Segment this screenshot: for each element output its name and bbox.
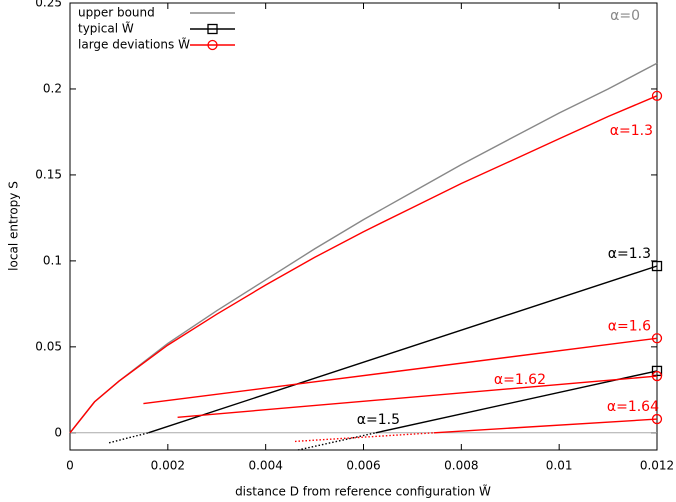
x-tick-label: 0.006 bbox=[346, 459, 380, 473]
annotation: α=1.62 bbox=[494, 372, 546, 388]
curve bbox=[375, 370, 658, 434]
y-tick-label: 0.25 bbox=[35, 0, 62, 10]
annotation: α=1.6 bbox=[608, 318, 651, 334]
x-axis-label: distance D from reference configuration … bbox=[235, 484, 491, 498]
marker bbox=[651, 333, 663, 344]
y-tick-label: 0.2 bbox=[43, 81, 62, 95]
marker bbox=[651, 370, 663, 382]
y-tick-label: 0.05 bbox=[35, 339, 62, 353]
curve bbox=[148, 265, 658, 434]
annotation: α=1.3 bbox=[610, 123, 653, 139]
plot-frame bbox=[69, 2, 658, 451]
legend-label: upper bound bbox=[78, 6, 155, 20]
annotation: α=1.64 bbox=[607, 399, 659, 415]
marker bbox=[651, 260, 663, 272]
y-tick-label: 0.15 bbox=[35, 167, 62, 181]
marker bbox=[651, 365, 663, 377]
curve bbox=[433, 418, 658, 434]
marker bbox=[651, 90, 663, 101]
curve bbox=[297, 432, 376, 451]
legend-marker bbox=[207, 39, 218, 51]
marker bbox=[651, 413, 663, 425]
y-tick-label: 0 bbox=[54, 425, 62, 439]
curve bbox=[177, 375, 658, 418]
annotation: α=0 bbox=[610, 8, 640, 24]
legend-label: typical W̃ bbox=[78, 21, 134, 35]
curve bbox=[69, 95, 658, 434]
x-tick-label: 0.002 bbox=[151, 459, 185, 473]
curve bbox=[294, 432, 434, 443]
x-tick-label: 0.012 bbox=[640, 459, 674, 473]
x-tick-label: 0.004 bbox=[248, 459, 282, 473]
annotation: α=1.3 bbox=[608, 246, 651, 262]
y-axis-label: local entropy S bbox=[7, 181, 21, 271]
annotation: α=1.5 bbox=[357, 412, 400, 428]
curve bbox=[143, 337, 658, 405]
x-tick-label: 0.008 bbox=[444, 459, 478, 473]
legend-marker bbox=[207, 23, 218, 35]
legend-label: large deviations W̃ bbox=[78, 37, 190, 51]
curve bbox=[69, 62, 658, 434]
y-tick-label: 0.1 bbox=[43, 253, 62, 267]
curve bbox=[108, 432, 149, 444]
x-tick-label: 0 bbox=[66, 459, 74, 473]
x-tick-label: 0.01 bbox=[546, 459, 573, 473]
